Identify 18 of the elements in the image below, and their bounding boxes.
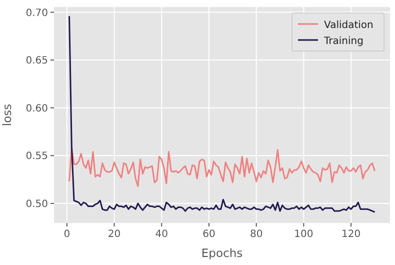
- y-tick-label: 0.60: [26, 103, 48, 114]
- y-tick-label: 0.65: [26, 56, 48, 67]
- legend-label: Validation: [324, 20, 374, 31]
- x-tick-label: 60: [202, 229, 216, 240]
- y-tick-label: 0.70: [26, 8, 48, 19]
- x-axis-title: Epochs: [201, 246, 243, 260]
- legend-label: Training: [323, 36, 364, 47]
- y-axis-title: loss: [0, 104, 14, 126]
- x-tick-label: 20: [108, 229, 121, 240]
- x-tick-label: 120: [342, 229, 361, 240]
- line-series: [68, 15, 376, 213]
- x-tick-label: 100: [294, 229, 314, 240]
- x-tick-label: 80: [250, 229, 263, 240]
- x-tick-label: 40: [155, 229, 168, 240]
- line-series: [68, 147, 376, 187]
- x-tick-label: 0: [64, 229, 70, 240]
- y-tick-label: 0.50: [26, 198, 48, 210]
- y-tick-label: 0.55: [26, 151, 48, 162]
